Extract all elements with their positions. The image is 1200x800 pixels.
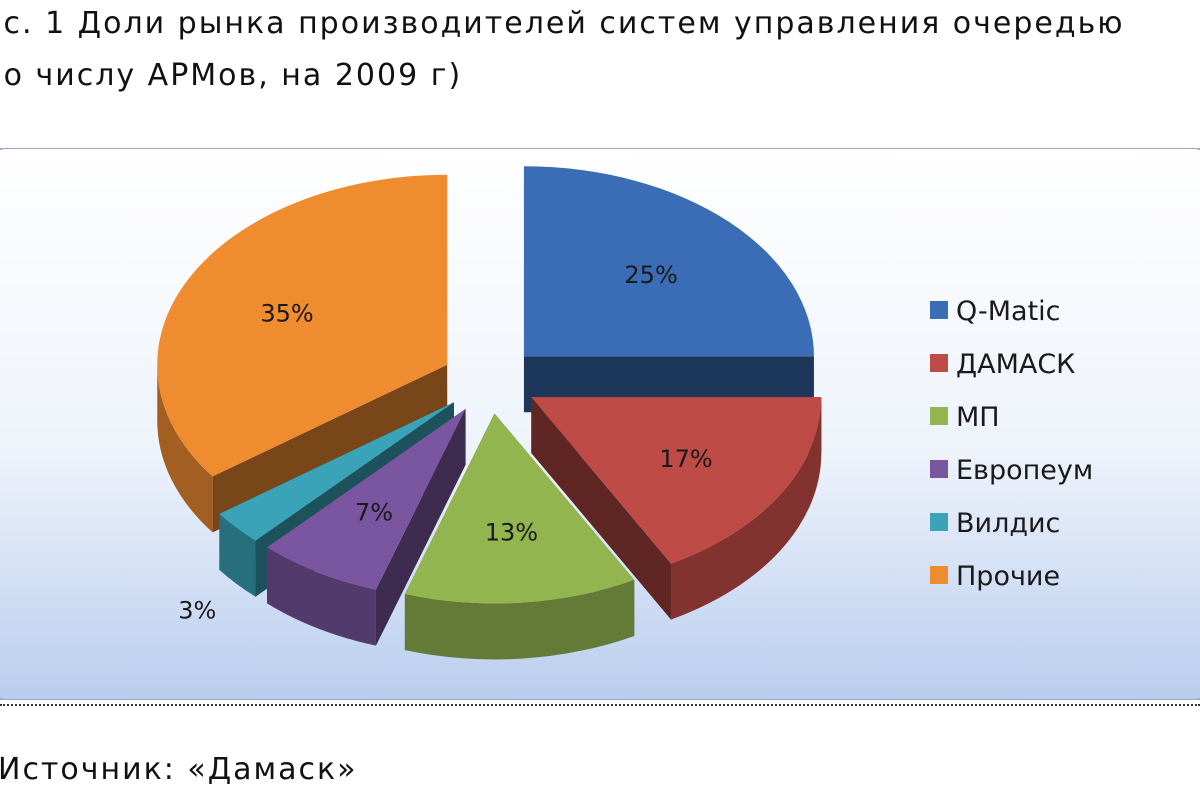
chart-area: 25% 17% 13% 7% 3% 35% Q-Matic ДАМАСК МП Европеум… (0, 148, 1200, 700)
divider (0, 704, 1200, 706)
pie-slice-top (219, 402, 454, 541)
legend-item-item-6: Прочие (930, 561, 1060, 592)
legend-item-item-4: Европеум (930, 455, 1093, 486)
pie-slice-top (523, 166, 814, 357)
legend-swatch (930, 354, 948, 372)
data-label-item-3: 13% (485, 519, 538, 547)
legend-item-q-matic: Q-Matic (930, 296, 1061, 327)
pie-slice-item-4 (267, 408, 466, 646)
data-label-item-2: 17% (659, 445, 712, 473)
pie-slice-item-3 (404, 413, 635, 660)
legend-swatch (930, 460, 948, 478)
pie-slice-item-2 (531, 397, 822, 620)
pie-slice-top (267, 408, 466, 590)
chart-title-line-2: по числу АРМов, на 2009 г) (0, 58, 463, 93)
legend-label: ДАМАСК (956, 349, 1075, 380)
source-note: Источник: «Дамаск» (0, 752, 358, 787)
legend-label: МП (956, 402, 1000, 433)
data-labels: 25% 17% 13% 7% 3% 35% (178, 261, 712, 625)
legend-swatch (930, 566, 948, 584)
pie-slice-rim (404, 579, 635, 660)
pie-slice-top (157, 174, 448, 477)
legend-swatch (930, 407, 948, 425)
pie-chart: 25% 17% 13% 7% 3% 35% Q-Matic ДАМАСК МП Европеум… (0, 148, 1200, 700)
pie-slice-wall (531, 397, 672, 620)
data-label-q-matic: 25% (624, 261, 677, 289)
legend-label: Прочие (956, 561, 1060, 592)
legend-swatch (930, 513, 948, 531)
legend-label: Q-Matic (956, 296, 1061, 327)
data-label-item-6: 35% (260, 299, 313, 327)
pie-slice-wall (219, 402, 454, 570)
legend-item-item-2: ДАМАСК (930, 349, 1075, 380)
pie-slice-rim (219, 513, 256, 597)
legend-label: Европеум (956, 455, 1093, 486)
pie-slice-rim (267, 547, 376, 646)
pie-slice-top (531, 397, 822, 564)
chart-title-line-1: ис. 1 Доли рынка производителей систем у… (0, 6, 1125, 41)
pie-slice-rim (157, 364, 213, 533)
data-label-item-4: 7% (355, 498, 393, 526)
legend-swatch (930, 301, 948, 319)
legend-item-item-3: МП (930, 402, 1000, 433)
pie-slices (157, 166, 822, 660)
pie-slice-rim (671, 397, 822, 620)
pie-slice-top (404, 413, 635, 604)
data-label-item-5: 3% (178, 596, 216, 624)
legend: Q-Matic ДАМАСК МП Европеум Вилдис Прочие (930, 296, 1093, 592)
legend-item-item-5: Вилдис (930, 508, 1060, 539)
legend-label: Вилдис (956, 508, 1060, 539)
